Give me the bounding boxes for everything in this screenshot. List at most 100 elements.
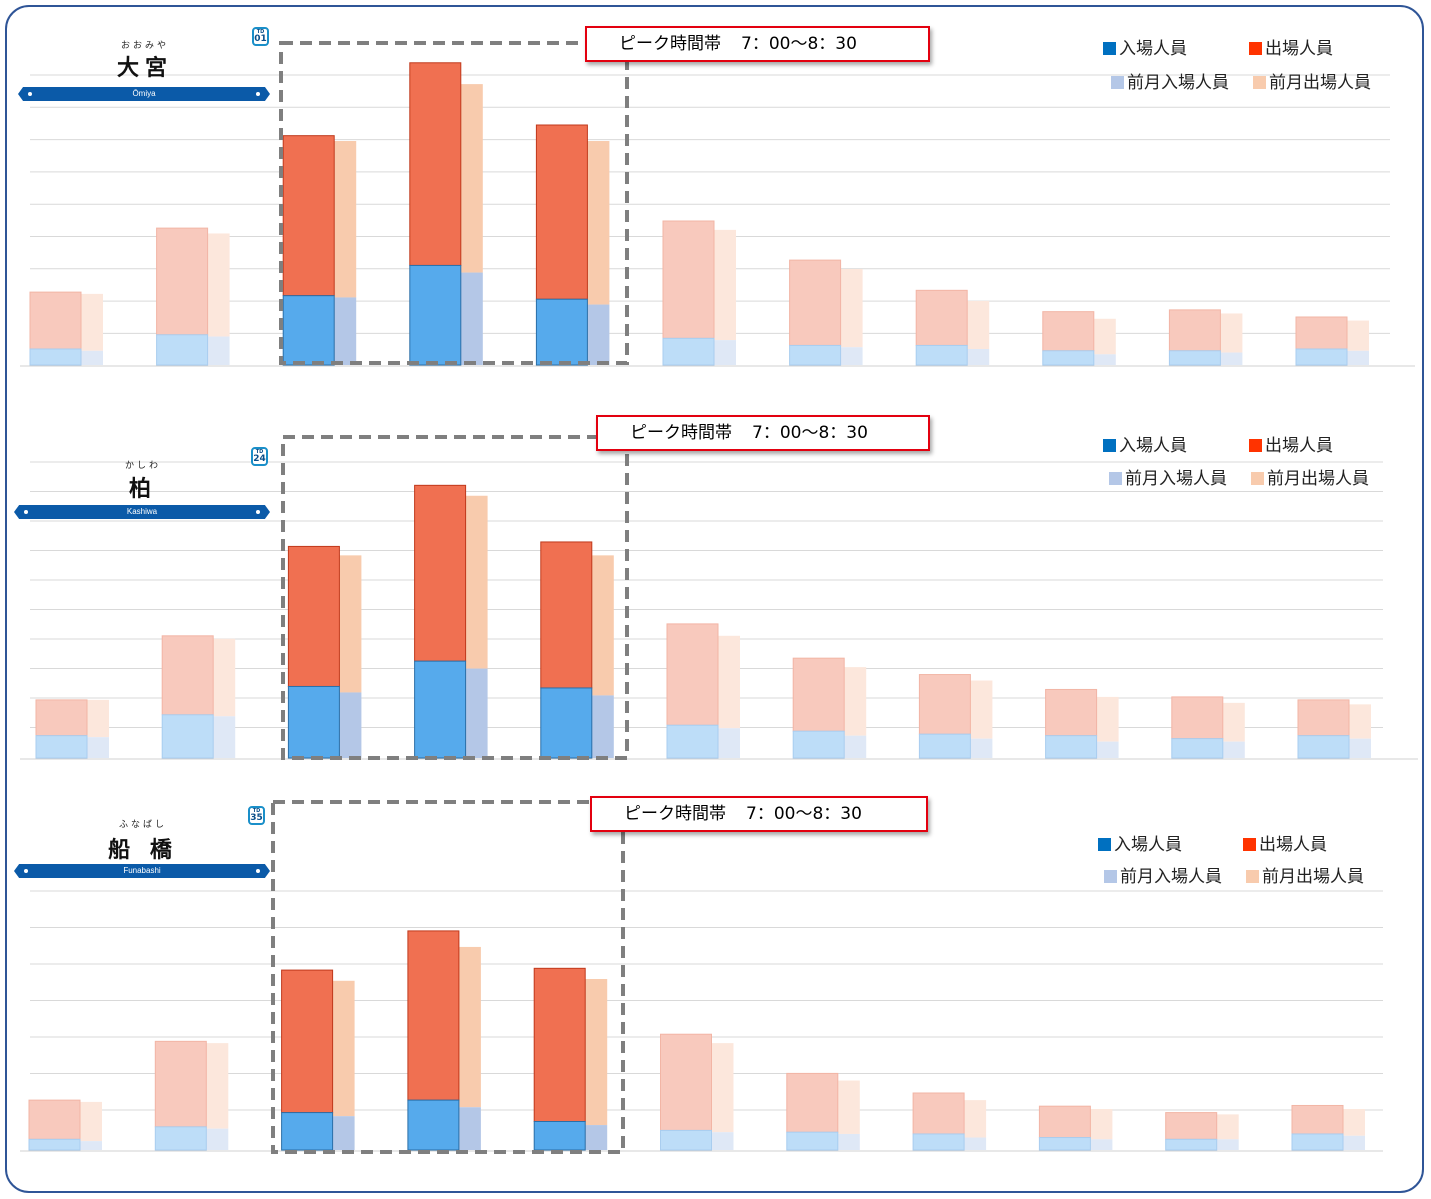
sign-dot-left <box>24 510 28 514</box>
bar-out <box>414 484 467 662</box>
bar-in <box>407 1099 460 1151</box>
legend-entry-in: 入場人員 <box>1103 431 1187 456</box>
bar-out <box>1297 699 1350 737</box>
legend-label-in: 入場人員 <box>1119 39 1187 59</box>
bar-out <box>915 289 968 346</box>
bar-out <box>409 62 462 266</box>
bar-in <box>287 685 340 759</box>
peak-time: 7：00〜8：30 <box>746 804 862 824</box>
bar-in <box>660 1129 712 1151</box>
peak-outline <box>281 435 629 760</box>
peak-time: 7：00〜8：30 <box>741 34 857 54</box>
legend-swatch-prev-out <box>1251 472 1264 485</box>
bar-in <box>792 730 845 759</box>
bar-in <box>154 1126 207 1151</box>
peak-label: ピーク時間帯 <box>630 423 732 443</box>
bar-out <box>28 1099 81 1140</box>
legend-label-prev-out: 前月出場人員 <box>1269 73 1371 93</box>
sign-dot-left <box>24 869 28 873</box>
bar-in <box>1295 348 1348 366</box>
bar-out <box>156 227 209 336</box>
bar-out <box>1042 311 1095 352</box>
bar-out <box>666 623 719 726</box>
legend-label-prev-out: 前月出場人員 <box>1262 867 1364 887</box>
bar-in <box>666 724 719 759</box>
station-kana: おおみや <box>120 41 169 51</box>
station-name: 大宮 <box>116 56 173 81</box>
bar-out <box>407 930 460 1101</box>
legend-entry-prev-out: 前月出場人員 <box>1246 862 1364 887</box>
station-sign: Kashiwa <box>14 505 270 519</box>
peak-outline <box>271 800 625 1154</box>
bar-out <box>282 135 335 297</box>
legend-swatch-prev-in <box>1111 76 1124 89</box>
legend-entry-in: 入場人員 <box>1098 830 1182 855</box>
bar-in <box>915 344 968 366</box>
bar-out <box>35 699 88 737</box>
bar-in <box>1165 1138 1218 1151</box>
sign-dot-left <box>28 92 32 96</box>
bar-out <box>281 969 334 1114</box>
panel-funabashi: ふなばし 船 橋 Funabashi TD 35 ピーク時間帯 7：00〜8：30… <box>0 780 1431 1170</box>
legend-swatch-prev-in <box>1104 870 1117 883</box>
legend-swatch-prev-in <box>1109 472 1122 485</box>
bar-in <box>786 1131 839 1151</box>
bar-out <box>540 541 593 689</box>
legend-entry-prev-out: 前月出場人員 <box>1253 68 1371 93</box>
bar-in <box>35 735 88 759</box>
peak-time-box: ピーク時間帯 7：00〜8：30 <box>590 796 928 832</box>
legend-entry-in: 入場人員 <box>1103 34 1187 59</box>
bar-out <box>786 1072 839 1133</box>
station-kana: かしわ <box>124 461 161 471</box>
bar-in <box>156 334 209 366</box>
bar-out <box>1295 316 1348 350</box>
bar-out <box>1168 309 1221 352</box>
bar-in <box>161 714 214 759</box>
legend-swatch-in <box>1103 439 1116 452</box>
bar-out <box>1165 1112 1218 1140</box>
bar-out <box>29 291 82 350</box>
station-name: 船 橋 <box>108 838 178 863</box>
bar-in <box>535 298 588 366</box>
legend-label-prev-in: 前月入場人員 <box>1125 469 1227 489</box>
panel-kashiwa: かしわ 柏 Kashiwa TD 24 ピーク時間帯 7：00〜8：30 入場人員… <box>0 390 1431 780</box>
legend-entry-prev-in: 前月入場人員 <box>1109 464 1227 489</box>
bar-in <box>1042 350 1095 366</box>
legend-label-out: 出場人員 <box>1265 436 1333 456</box>
legend-entry-out: 出場人員 <box>1249 34 1333 59</box>
legend-entry-out: 出場人員 <box>1243 830 1327 855</box>
legend-label-prev-in: 前月入場人員 <box>1120 867 1222 887</box>
peak-time-box: ピーク時間帯 7：00〜8：30 <box>596 415 930 451</box>
legend-swatch-out <box>1249 42 1262 55</box>
bar-in <box>540 687 593 759</box>
station-sign: Ōmiya <box>18 87 270 101</box>
station-kana: ふなばし <box>118 820 167 830</box>
legend-label-out: 出場人員 <box>1265 39 1333 59</box>
legend-swatch-out <box>1243 838 1256 851</box>
bar-in <box>1297 735 1350 759</box>
bar-prev-in <box>1200 1139 1239 1150</box>
station-sign: Funabashi <box>14 864 270 878</box>
bar-out <box>287 545 340 687</box>
station-code-badge: TD 35 <box>248 806 265 825</box>
bar-out <box>161 635 214 716</box>
legend-entry-out: 出場人員 <box>1249 431 1333 456</box>
legend-label-prev-in: 前月入場人員 <box>1127 73 1229 93</box>
bar-out <box>1045 688 1098 737</box>
bar-in <box>1171 738 1224 759</box>
bar-prev-in <box>64 1141 102 1150</box>
peak-time: 7：00〜8：30 <box>752 423 868 443</box>
legend-entry-prev-in: 前月入場人員 <box>1111 68 1229 93</box>
station-code-badge: TD 24 <box>251 447 268 466</box>
sign-dot-right <box>256 869 260 873</box>
legend-label-in: 入場人員 <box>1114 835 1182 855</box>
legend-swatch-out <box>1249 439 1262 452</box>
bar-out <box>154 1040 207 1128</box>
legend-swatch-prev-out <box>1246 870 1259 883</box>
station-code-line: TD <box>252 808 261 814</box>
bar-out <box>789 259 842 346</box>
bar-out <box>662 220 715 339</box>
chart-kashiwa <box>20 435 1418 760</box>
station-romaji: Kashiwa <box>126 507 158 516</box>
bar-out <box>792 657 845 732</box>
